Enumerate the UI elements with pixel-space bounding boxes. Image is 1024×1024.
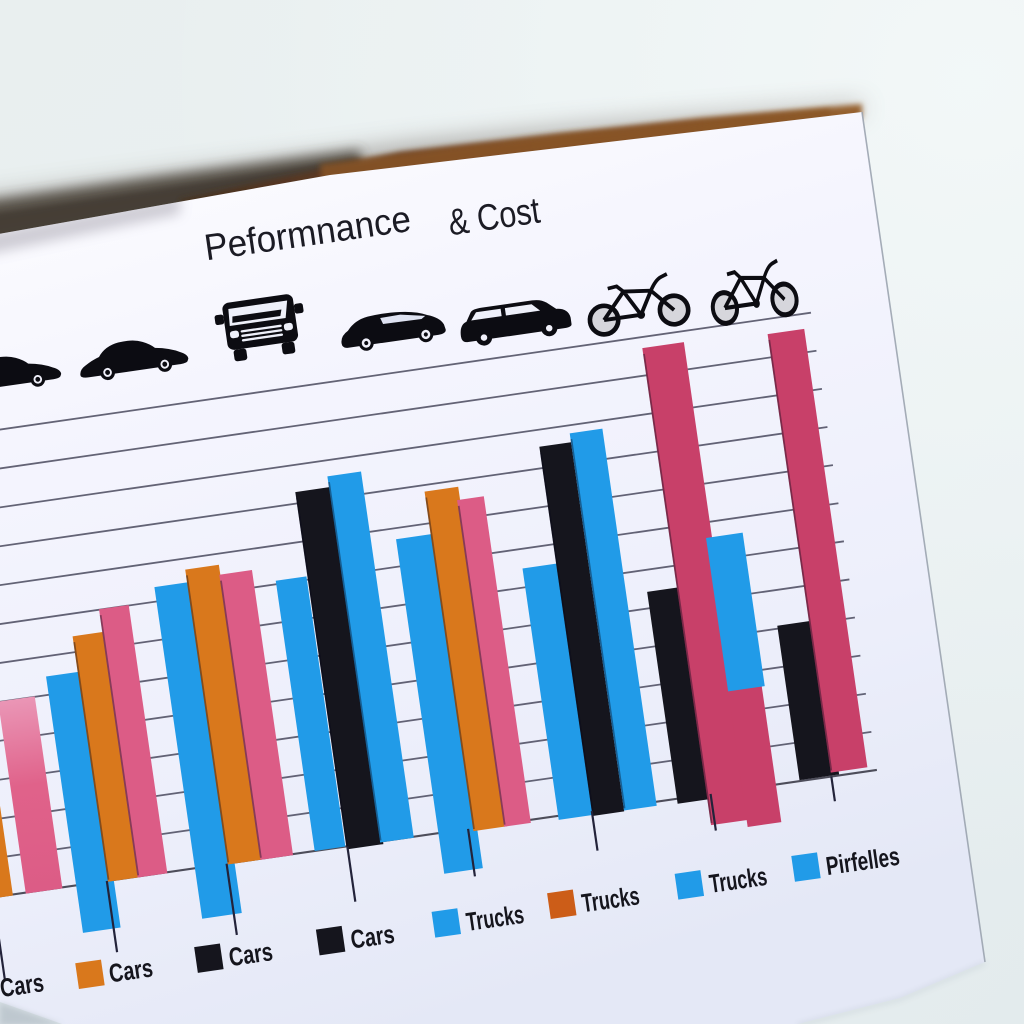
svg-text:Cars: Cars	[107, 952, 155, 988]
svg-text:Cars: Cars	[349, 919, 397, 955]
svg-text:Cars: Cars	[227, 936, 275, 972]
svg-text:Cars: Cars	[0, 967, 46, 1003]
